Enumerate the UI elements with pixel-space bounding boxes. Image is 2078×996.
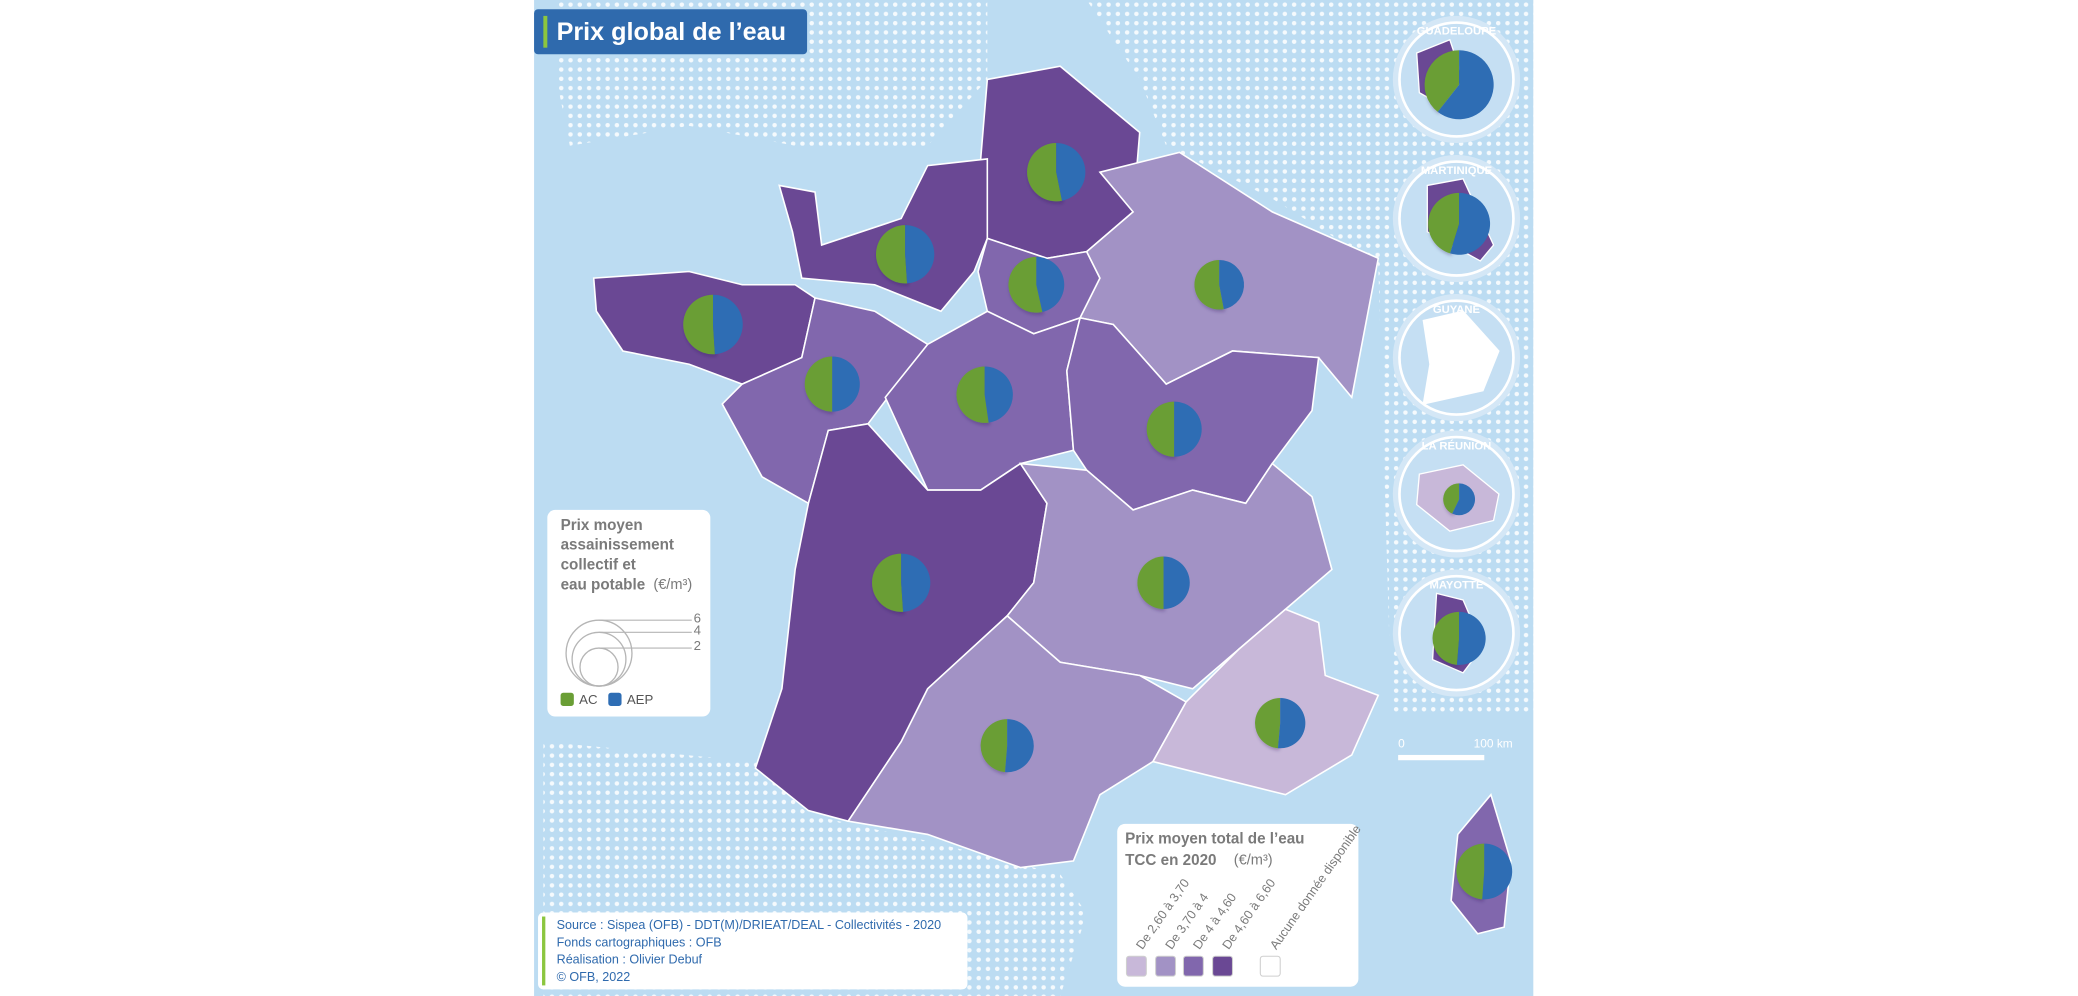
pie-aep <box>984 366 1013 423</box>
pie-ac <box>1137 556 1164 609</box>
source-line: Fonds cartographiques : OFB <box>557 935 722 949</box>
pie-aep <box>1219 259 1245 310</box>
inset-label: GUYANE <box>1433 304 1481 316</box>
class-legend-box <box>1117 823 1359 987</box>
scale-end: 100 km <box>1474 737 1513 751</box>
legend-swatch-aep <box>608 692 622 706</box>
pies <box>683 143 1513 900</box>
class-legend-unit: (€/m³) <box>1234 853 1273 869</box>
size-legend-box <box>547 509 711 717</box>
pie-ac <box>875 225 908 284</box>
pie-ac <box>1194 259 1224 310</box>
pie-aep <box>1277 698 1306 749</box>
pie-aep <box>712 294 743 355</box>
inset-label: GUADELOUPE <box>1417 26 1497 38</box>
pie-aep <box>1456 611 1486 665</box>
pie-aep <box>1163 556 1190 609</box>
pie-ac <box>956 366 989 423</box>
region <box>1151 608 1380 796</box>
legend-label-ac: AC <box>579 692 598 707</box>
class-swatch <box>1212 955 1234 977</box>
source-line: Source : Sispea (OFB) - DDT(M)/DRIEAT/DE… <box>557 918 942 932</box>
pie-aep <box>1036 256 1065 312</box>
scale-bar <box>1398 754 1485 761</box>
pie-ac <box>1432 611 1460 665</box>
title: Prix global de l’eau <box>557 18 786 46</box>
pie-ac <box>1008 256 1043 313</box>
class-swatch <box>1125 955 1147 977</box>
pie-ac <box>1456 843 1485 900</box>
class-legend-title: TCC en 2020 <box>1125 852 1216 869</box>
class-legend-title: Prix moyen total de l’eau <box>1125 831 1304 848</box>
pie-aep <box>1452 483 1476 516</box>
pie-ac <box>683 294 715 355</box>
inset-label: LA RÉUNION <box>1422 439 1492 452</box>
inset-label: MAYOTTE <box>1429 579 1483 591</box>
legend-swatch-ac <box>560 692 574 706</box>
pie-ac <box>1255 698 1281 749</box>
size-legend-title: assainissement <box>561 537 674 554</box>
inset-label: MARTINIQUE <box>1421 165 1493 177</box>
source-accent <box>542 916 546 986</box>
size-legend-title: collectif et <box>561 557 636 574</box>
pie-ac <box>1424 50 1460 112</box>
regions <box>592 65 1512 935</box>
title-box <box>534 9 808 55</box>
size-legend-title: eau potable <box>561 576 646 593</box>
source-line: © OFB, 2022 <box>557 970 631 984</box>
size-legend-unit: (€/m³) <box>653 577 692 593</box>
pie-aep <box>1174 401 1202 457</box>
pie-ac <box>980 719 1008 773</box>
size-legend-title: Prix moyen <box>561 517 643 534</box>
size-tick-label: 6 <box>694 610 701 625</box>
pie-ac <box>872 553 904 612</box>
class-swatch <box>1182 955 1204 977</box>
pie-ac <box>804 356 833 412</box>
size-legend: Prix moyen assainissement collectif et eau … <box>560 517 701 707</box>
source-box <box>538 912 968 990</box>
class-swatch <box>1259 955 1281 977</box>
pie-aep <box>905 225 935 284</box>
overseas: GUADELOUPE MARTINIQUE GUYANE LA RÉUNION MAYO… <box>1392 15 1521 697</box>
pie-aep <box>1482 843 1513 900</box>
island <box>1422 310 1500 405</box>
pie-aep <box>1005 719 1034 773</box>
pie-aep <box>832 356 860 412</box>
pie-aep <box>1056 143 1086 201</box>
class-swatch <box>1155 955 1177 977</box>
sources: Source : Sispea (OFB) - DDT(M)/DRIEAT/DE… <box>557 918 942 984</box>
legend-label-aep: AEP <box>627 692 654 707</box>
pie-ac <box>1428 192 1460 254</box>
pie-aep <box>1437 50 1494 120</box>
scale-start: 0 <box>1398 737 1405 751</box>
pie-aep <box>1450 192 1491 255</box>
size-tick-label: 2 <box>694 638 701 653</box>
pie-aep <box>901 553 931 612</box>
source-line: Réalisation : Olivier Debuf <box>557 953 703 967</box>
title-accent <box>543 15 548 48</box>
size-tick-label: 4 <box>694 622 701 637</box>
pie-ac <box>1027 143 1063 202</box>
pie-ac <box>1443 483 1460 514</box>
pie-ac <box>1146 401 1175 457</box>
